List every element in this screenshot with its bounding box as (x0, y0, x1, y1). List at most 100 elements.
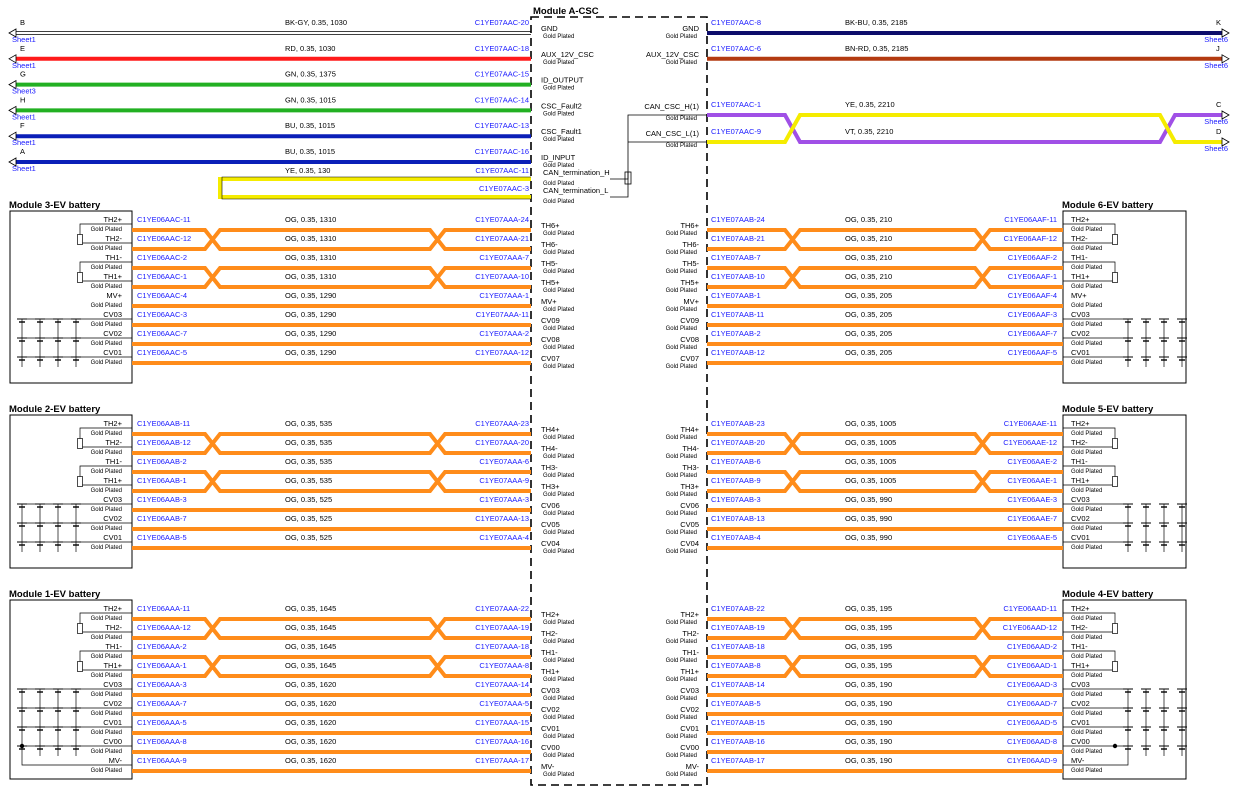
module-signal: CV03 (103, 680, 122, 689)
wire-spec: OG, 0.35, 210 (845, 272, 892, 281)
can-termination-loop (218, 177, 531, 199)
connector-pin: C1YE07AAA-14 (475, 680, 529, 689)
csc-signal: TH5+ (680, 278, 699, 287)
gold-plated: Gold Plated (666, 60, 697, 66)
module-pin: C1YE06AAB-7 (137, 514, 187, 523)
connector-pin: C1YE07AAB-17 (711, 756, 765, 765)
edge-letter: K (1216, 18, 1221, 27)
module-signal: CV00 (103, 737, 122, 746)
module-pin: C1YE06AAE-12 (1003, 438, 1057, 447)
connector-pin: C1YE07AAA-3 (479, 495, 529, 504)
battery-module-box (9, 210, 133, 384)
wire-spec: OG, 0.35, 990 (845, 533, 892, 542)
module-pin: C1YE06AAD-7 (1007, 699, 1057, 708)
wire-spec: OG, 0.35, 525 (285, 533, 332, 542)
gold-plated: Gold Plated (543, 345, 574, 351)
csc-signal: CV05 (541, 520, 560, 529)
module-signal: CV01 (1071, 348, 1090, 357)
wire-spec: BU, 0.35, 1015 (285, 121, 335, 130)
module-pin: C1YE06AAD-11 (1003, 604, 1057, 613)
gold-plated: Gold Plated (1071, 246, 1102, 252)
wire-spec: OG, 0.35, 205 (845, 310, 892, 319)
gold-plated: Gold Plated (543, 473, 574, 479)
gold-plated: Gold Plated (91, 616, 122, 622)
module-signal: TH1- (105, 642, 122, 651)
module-pin: C1YE06AAA-5 (137, 718, 187, 727)
gold-plated: Gold Plated (543, 60, 574, 66)
csc-signal: TH2+ (680, 610, 699, 619)
csc-signal: CAN_termination_H (543, 168, 610, 177)
gold-plated: Gold Plated (1071, 341, 1102, 347)
module-signal: MV- (109, 756, 123, 765)
csc-signal: CV00 (541, 743, 560, 752)
module-pin: C1YE06AAF-12 (1004, 234, 1057, 243)
csc-signal: MV- (686, 762, 700, 771)
gold-plated: Gold Plated (543, 269, 574, 275)
gold-plated: Gold Plated (543, 364, 574, 370)
wire-spec: OG, 0.35, 535 (285, 476, 332, 485)
twisted-wire (707, 266, 1063, 289)
edge-letter: F (20, 121, 25, 130)
wire-spec: OG, 0.35, 210 (845, 253, 892, 262)
wire-spec: OG, 0.35, 1005 (845, 476, 896, 485)
gold-plated: Gold Plated (1071, 227, 1102, 233)
thermistor-icon (77, 272, 83, 283)
wire-spec: OG, 0.35, 1620 (285, 756, 336, 765)
csc-signal: MV- (541, 762, 555, 771)
csc-signal: ID_OUTPUT (541, 76, 584, 85)
connector-pin: C1YE07AAA-12 (475, 348, 529, 357)
module-signal: TH2+ (103, 419, 122, 428)
csc-module-title: Module A-CSC (533, 6, 599, 17)
wire-spec: OG, 0.35, 1310 (285, 215, 336, 224)
mv-minus-lead (21, 756, 132, 766)
csc-signal: TH4+ (680, 425, 699, 434)
csc-signal: TH3+ (680, 482, 699, 491)
thermistor-icon (1112, 661, 1118, 672)
gold-plated: Gold Plated (1071, 360, 1102, 366)
gold-plated: Gold Plated (666, 696, 697, 702)
gold-plated: Gold Plated (1071, 545, 1102, 551)
gold-plated: Gold Plated (543, 288, 574, 294)
wire-spec: OG, 0.35, 1620 (285, 699, 336, 708)
gold-plated: Gold Plated (543, 658, 574, 664)
wire-spec: OG, 0.35, 1310 (285, 253, 336, 262)
csc-signal: GND (541, 24, 558, 33)
module-pin: C1YE06AAD-8 (1007, 737, 1057, 746)
gold-plated: Gold Plated (543, 137, 574, 143)
wire-spec: OG, 0.35, 190 (845, 756, 892, 765)
connector-pin: C1YE07AAC-8 (711, 18, 761, 27)
csc-signal: CSC_Fault1 (541, 127, 582, 136)
connector-pin: C1YE07AAB-7 (711, 253, 761, 262)
csc-signal: GND (682, 24, 699, 33)
module-pin: C1YE06AAC-7 (137, 329, 187, 338)
module-pin: C1YE06AAB-1 (137, 476, 187, 485)
module-signal: CV03 (103, 310, 122, 319)
csc-signal: CV01 (541, 724, 560, 733)
twisted-wire (132, 470, 531, 493)
wire-spec: OG, 0.35, 195 (845, 642, 892, 651)
module-signal: CV03 (1071, 310, 1090, 319)
gold-plated: Gold Plated (543, 435, 574, 441)
module-pin: C1YE06AAE-3 (1007, 495, 1057, 504)
connector-pin: C1YE07AAB-8 (711, 661, 761, 670)
connector-pin: C1YE07AAC-18 (475, 44, 529, 53)
connector-pin: C1YE07AAA-15 (475, 718, 529, 727)
wire-spec: OG, 0.35, 1645 (285, 642, 336, 651)
csc-signal: TH6- (541, 240, 558, 249)
module-signal: CV02 (1071, 699, 1090, 708)
module-pin: C1YE06AAB-2 (137, 457, 187, 466)
csc-signal: CV05 (680, 520, 699, 529)
connector-pin: C1YE07AAA-11 (476, 310, 529, 319)
connector-pin: C1YE07AAB-5 (711, 699, 761, 708)
gold-plated: Gold Plated (666, 345, 697, 351)
gold-plated: Gold Plated (91, 303, 122, 309)
arrow-right-icon (1221, 110, 1230, 120)
gold-plated: Gold Plated (666, 307, 697, 313)
twisted-wire (132, 617, 531, 640)
wire-spec: OG, 0.35, 1005 (845, 419, 896, 428)
twisted-wire (707, 228, 1063, 251)
connector-pin: C1YE07AAC-14 (475, 95, 529, 104)
module-pin: C1YE06AAC-11 (137, 215, 191, 224)
connector-pin: C1YE07AAB-1 (711, 291, 761, 300)
csc-module-box (530, 16, 708, 786)
